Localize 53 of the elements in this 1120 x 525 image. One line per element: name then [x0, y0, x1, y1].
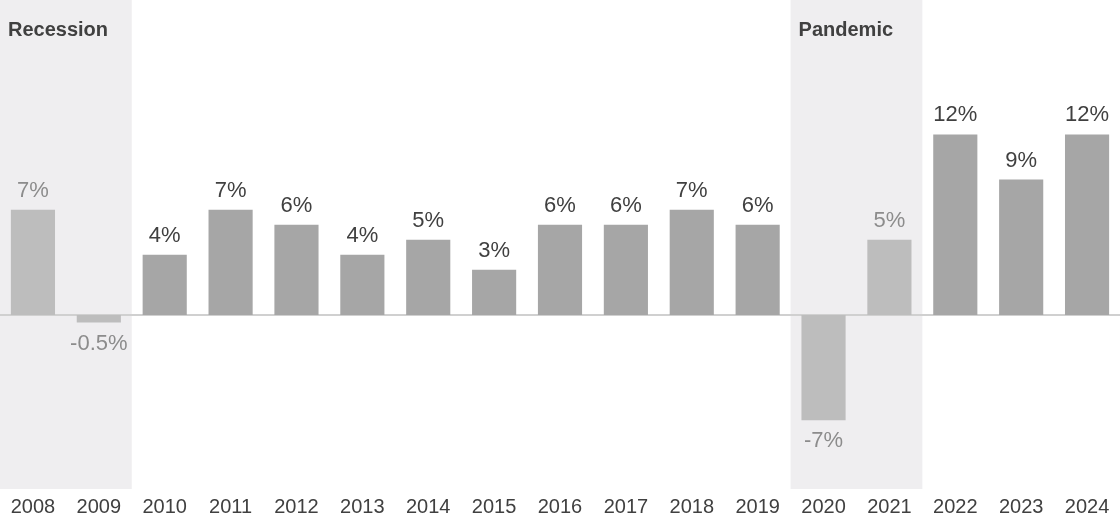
band-label: Recession — [8, 17, 109, 40]
data-label: 6% — [280, 191, 313, 217]
x-tick-label: 2009 — [76, 494, 122, 517]
bar — [340, 254, 385, 316]
bar — [801, 315, 846, 421]
x-tick-label: 2008 — [10, 494, 56, 517]
data-label: -7% — [803, 427, 844, 453]
x-tick-label: 2021 — [867, 494, 912, 517]
bar — [142, 254, 187, 316]
bar — [735, 224, 780, 316]
bar — [1064, 134, 1110, 316]
bar — [933, 134, 978, 316]
data-label: 9% — [1005, 146, 1038, 172]
bar — [669, 209, 714, 316]
data-label: 3% — [478, 236, 511, 262]
x-tick-label: 2016 — [537, 494, 583, 517]
data-label: 7% — [17, 176, 49, 202]
x-tick-label: 2012 — [274, 494, 319, 517]
bar — [76, 315, 121, 323]
x-tick-label: 2011 — [209, 494, 253, 517]
x-tick-label: 2020 — [801, 494, 846, 517]
data-label: 5% — [412, 206, 445, 232]
data-label: 6% — [544, 191, 576, 217]
bar — [274, 224, 319, 316]
bar — [999, 179, 1044, 316]
data-label: 12% — [933, 101, 978, 127]
bar — [406, 239, 451, 316]
bar — [603, 224, 648, 316]
data-label: 7% — [675, 176, 708, 202]
bar — [867, 239, 912, 316]
x-tick-label: 2017 — [603, 494, 649, 517]
x-tick-label: 2023 — [998, 494, 1044, 517]
x-tick-label: 2013 — [340, 494, 385, 517]
data-label: 4% — [346, 221, 379, 247]
x-tick-label: 2019 — [735, 494, 780, 517]
bar — [537, 224, 583, 316]
x-tick-label: 2015 — [471, 494, 517, 517]
x-tick-label: 2018 — [669, 494, 715, 517]
x-tick-label: 2010 — [142, 494, 187, 517]
data-label: 4% — [148, 221, 181, 247]
data-label: 12% — [1065, 101, 1110, 127]
data-label: 6% — [741, 191, 774, 217]
x-tick-label: 2014 — [405, 494, 451, 517]
x-tick-label: 2022 — [933, 494, 978, 517]
data-label: -0.5% — [70, 329, 128, 355]
x-tick-label: 2024 — [1064, 494, 1110, 517]
data-label: 6% — [609, 191, 642, 217]
bar — [208, 209, 253, 316]
data-label: 5% — [873, 206, 906, 232]
bar — [472, 269, 517, 316]
band-label: Pandemic — [798, 17, 894, 40]
data-label: 7% — [214, 176, 247, 202]
bar — [10, 209, 56, 316]
